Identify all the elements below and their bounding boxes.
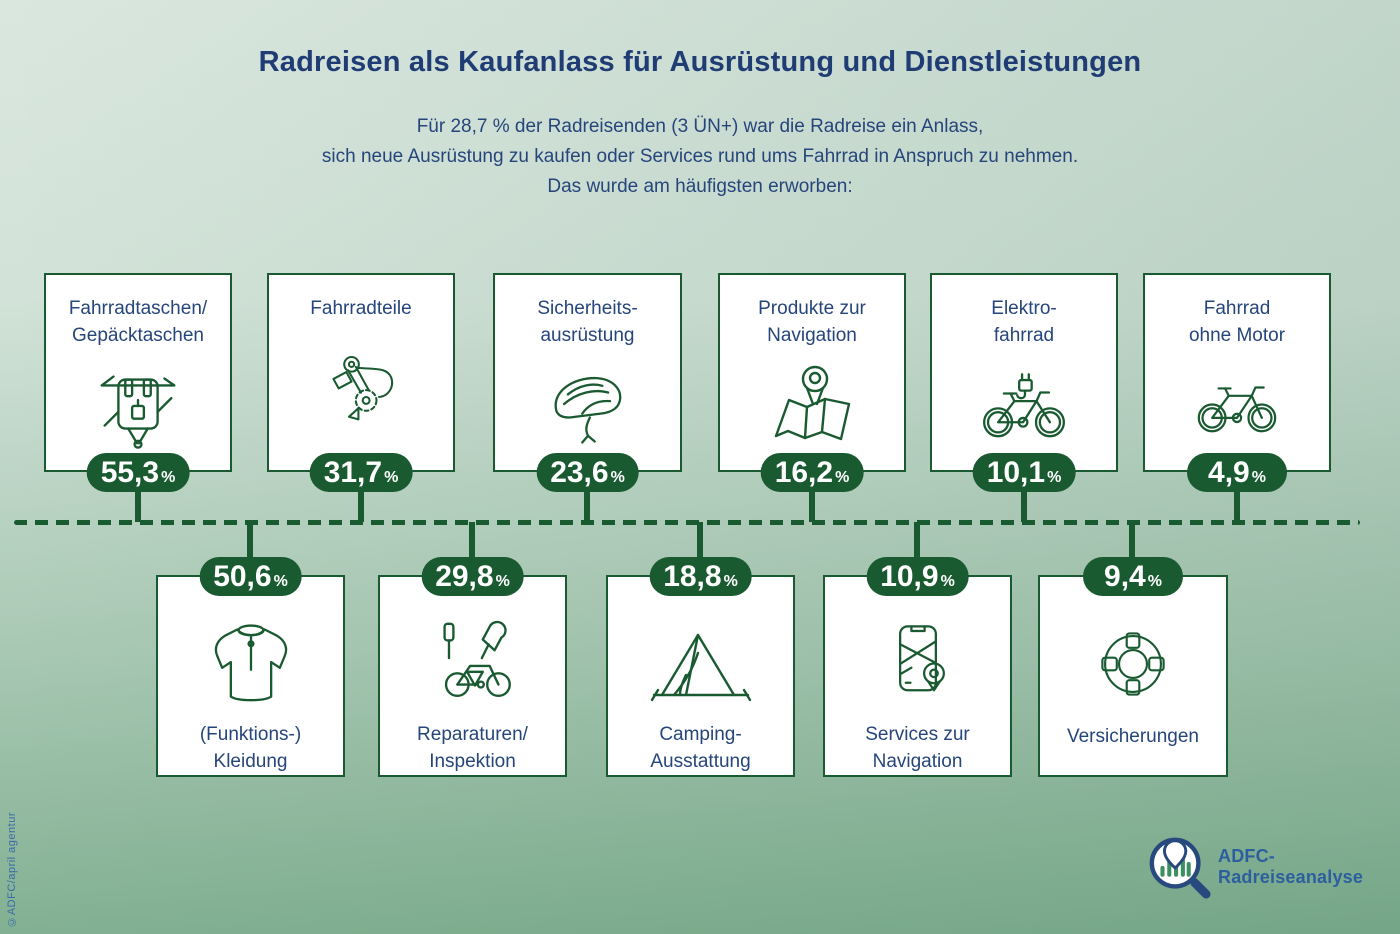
category-label: Fahrrad ohne Motor	[1188, 298, 1286, 346]
category-card-fahrradtaschen: Fahrradtaschen/ Gepäcktaschen 55,3%	[44, 273, 232, 492]
percent-unit: %	[161, 469, 176, 486]
page-title: Radreisen als Kaufanlass für Ausrüstung …	[258, 46, 1142, 78]
life-ring-icon	[1088, 609, 1178, 719]
connector-stem	[135, 492, 141, 522]
percent-unit: %	[273, 573, 288, 590]
category-label: Produkte zur Navigation	[758, 298, 866, 346]
connector-stem	[584, 492, 590, 522]
percent-unit: %	[835, 469, 850, 486]
category-card-versicherungen: 9,4% Versicherungen	[1038, 557, 1228, 777]
derailleur-icon	[318, 322, 404, 470]
percent-unit: %	[1147, 573, 1162, 590]
percent-value: 9,4	[1104, 560, 1146, 593]
tent-icon	[645, 609, 757, 717]
ebike-icon	[969, 349, 1079, 470]
percent-unit: %	[384, 469, 399, 486]
percent-value: 31,7	[323, 456, 383, 489]
category-label: (Funktions-) Kleidung	[199, 724, 302, 772]
phone-nav-icon	[871, 609, 965, 717]
subtitle-line-1: Für 28,7 % der Radreisenden (3 ÜN+) war …	[416, 116, 984, 137]
percent-value: 16,2	[774, 456, 834, 489]
magnifier-chart-icon	[1146, 834, 1212, 900]
percent-unit: %	[723, 573, 738, 590]
jersey-icon	[203, 609, 299, 717]
percent-value: 18,8	[663, 560, 722, 593]
category-card-kleidung: 50,6% (Funktions-) Kleidung	[156, 557, 345, 777]
percent-badge: 55,3%	[86, 453, 190, 492]
connector-stem	[1129, 522, 1135, 566]
connector-stem	[914, 522, 920, 566]
category-card-fahrrad-ohne-motor: Fahrrad ohne Motor 4,9%	[1143, 273, 1331, 492]
category-card-sicherheitsausruestung: Sicherheits- ausrüstung 23,6%	[493, 273, 682, 492]
category-label: Services zur Navigation	[865, 724, 970, 772]
percent-badge: 29,8%	[421, 557, 524, 596]
bicycle-icon	[1182, 349, 1292, 470]
percent-badge: 31,7%	[309, 453, 413, 492]
percent-badge: 10,1%	[972, 453, 1076, 492]
connector-stem	[358, 492, 364, 522]
connector-stem	[697, 522, 703, 566]
category-label: Elektro- fahrrad	[991, 298, 1057, 346]
percent-unit: %	[1047, 469, 1062, 486]
repair-icon	[424, 609, 522, 717]
category-label: Fahrradtaschen/ Gepäcktaschen	[68, 298, 208, 346]
percent-badge: 18,8%	[649, 557, 752, 596]
percent-value: 55,3	[100, 456, 160, 489]
adfc-logo: ADFC-Radreiseanalyse	[1146, 834, 1400, 900]
category-label: Versicherungen	[1066, 726, 1200, 747]
percent-unit: %	[940, 573, 955, 590]
percent-value: 50,6	[213, 560, 272, 593]
percent-unit: %	[610, 469, 625, 486]
timeline-dashed-line	[14, 520, 1360, 525]
category-label: Fahrradteile	[310, 298, 412, 319]
category-card-reparaturen: 29,8% Reparaturen/ Inspektion	[378, 557, 567, 777]
logo-text: ADFC-Radreiseanalyse	[1218, 846, 1364, 887]
percent-badge: 9,4%	[1083, 557, 1183, 596]
category-card-elektrofahrrad: Elektro- fahrrad 10,1%	[930, 273, 1118, 492]
pannier-bag-icon	[89, 349, 187, 470]
percent-unit: %	[495, 573, 510, 590]
percent-badge: 50,6%	[199, 557, 302, 596]
connector-stem	[1234, 492, 1240, 522]
subtitle-line-2: sich neue Ausrüstung zu kaufen oder Serv…	[321, 146, 1079, 167]
connector-stem	[1021, 492, 1027, 522]
percent-unit: %	[1251, 469, 1266, 486]
helmet-icon	[540, 349, 636, 470]
category-card-fahrradteile: Fahrradteile 31,7%	[267, 273, 455, 492]
percent-value: 10,1	[986, 456, 1046, 489]
percent-value: 23,6	[550, 456, 609, 489]
percent-badge: 10,9%	[866, 557, 969, 596]
percent-value: 4,9	[1208, 456, 1250, 489]
percent-value: 10,9	[880, 560, 939, 593]
category-label: Sicherheits- ausrüstung	[537, 298, 638, 346]
category-card-services-navigation: 10,9% Services zur Navigation	[823, 557, 1012, 777]
map-pin-icon	[762, 349, 862, 470]
percent-badge: 4,9%	[1187, 453, 1287, 492]
connector-stem	[469, 522, 475, 566]
connector-stem	[247, 522, 253, 566]
percent-value: 29,8	[435, 560, 494, 593]
credit-text: ©ADFC/april agentur	[6, 812, 18, 928]
category-card-produkte-navigation: Produkte zur Navigation 16,2%	[718, 273, 906, 492]
connector-stem	[809, 492, 815, 522]
category-card-camping: 18,8% Camping- Ausstattung	[606, 557, 795, 777]
percent-badge: 23,6%	[536, 453, 639, 492]
category-label: Reparaturen/ Inspektion	[417, 724, 528, 772]
percent-badge: 16,2%	[760, 453, 864, 492]
subtitle: Für 28,7 % der Radreisenden (3 ÜN+) war …	[0, 112, 1400, 202]
category-label: Camping- Ausstattung	[650, 724, 751, 772]
subtitle-line-3: Das wurde am häufigsten erworben:	[547, 176, 853, 197]
